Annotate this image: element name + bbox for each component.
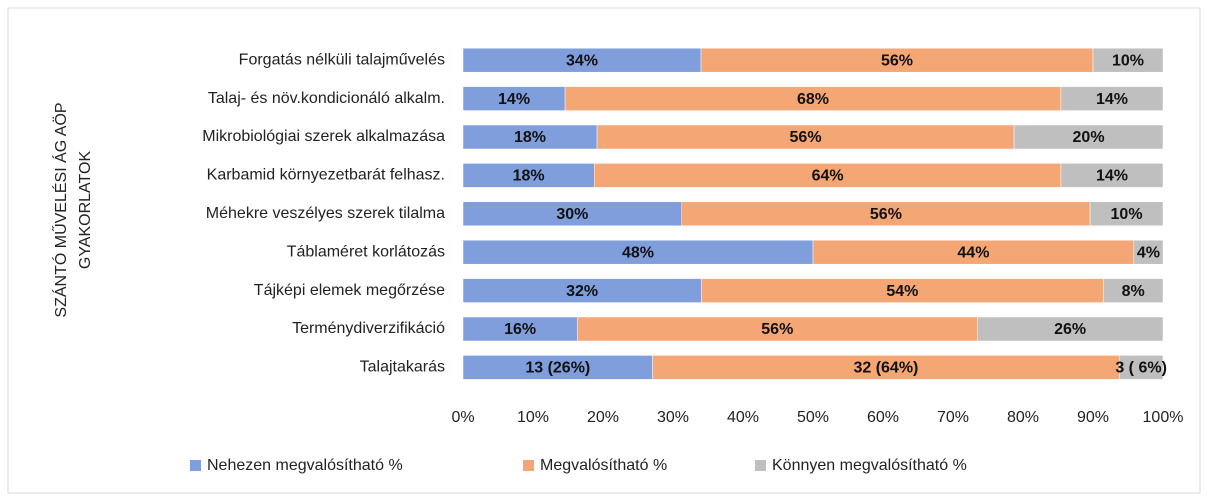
value-label: 8% bbox=[1122, 283, 1145, 300]
bar-segment bbox=[652, 355, 1120, 380]
x-tick-label: 40% bbox=[727, 409, 759, 426]
bar-segment bbox=[462, 47, 702, 73]
bar-segment bbox=[1133, 239, 1164, 265]
value-label: 34% bbox=[566, 52, 598, 69]
value-label: 16% bbox=[504, 321, 536, 338]
category-label: Méhekre veszélyes szerek tilalma bbox=[206, 205, 445, 222]
legend-swatch bbox=[523, 460, 534, 471]
legend-label: Nehezen megvalósítható % bbox=[207, 457, 403, 474]
bar-segment bbox=[1089, 201, 1164, 227]
value-label: 4% bbox=[1137, 244, 1160, 261]
y-axis-label: GYAKORLATOK bbox=[77, 151, 94, 270]
bar-segment bbox=[812, 239, 1135, 265]
legend-label: Megvalósítható % bbox=[540, 457, 667, 474]
value-label: 3 ( 6%) bbox=[1115, 360, 1167, 377]
bar-segment bbox=[596, 124, 1015, 150]
x-tick-label: 100% bbox=[1143, 409, 1184, 426]
x-tick-label: 50% bbox=[797, 409, 829, 426]
value-label: 18% bbox=[514, 129, 546, 146]
x-tick-label: 30% bbox=[657, 409, 689, 426]
value-label: 10% bbox=[1112, 52, 1144, 69]
category-label: Mikrobiológiai szerek alkalmazása bbox=[202, 128, 445, 145]
bar-segment bbox=[1119, 355, 1164, 380]
bar-segment bbox=[462, 86, 566, 111]
bar-segment bbox=[1060, 163, 1164, 188]
value-label: 30% bbox=[556, 206, 588, 223]
value-label: 32 (64%) bbox=[853, 360, 918, 377]
category-label: Talajtakarás bbox=[360, 359, 445, 376]
bar-segment bbox=[462, 278, 702, 303]
value-label: 64% bbox=[812, 168, 844, 185]
x-tick-label: 90% bbox=[1077, 409, 1109, 426]
bar-segment bbox=[594, 163, 1062, 188]
category-label: Tájképi elemek megőrzése bbox=[254, 282, 445, 299]
y-axis-label: SZÁNTÓ MŰVELÉSI ÁG AÖP bbox=[51, 102, 70, 317]
legend-swatch bbox=[190, 460, 201, 471]
bar-segment bbox=[701, 278, 1104, 303]
bar-segment bbox=[1013, 124, 1164, 150]
value-label: 18% bbox=[513, 168, 545, 185]
bar-segment bbox=[462, 316, 578, 342]
value-label: 44% bbox=[957, 244, 989, 261]
value-label: 14% bbox=[498, 91, 530, 108]
value-label: 54% bbox=[886, 283, 918, 300]
bar-segment bbox=[700, 47, 1094, 73]
value-label: 14% bbox=[1096, 91, 1128, 108]
value-label: 10% bbox=[1111, 206, 1143, 223]
value-label: 13 (26%) bbox=[525, 360, 590, 377]
x-tick-label: 0% bbox=[451, 409, 474, 426]
x-tick-label: 70% bbox=[937, 409, 969, 426]
x-tick-label: 10% bbox=[517, 409, 549, 426]
bar-segment bbox=[564, 86, 1062, 111]
bar-segment bbox=[977, 316, 1164, 342]
value-label: 14% bbox=[1096, 168, 1128, 185]
legend-swatch bbox=[755, 460, 766, 471]
category-label: Forgatás nélküli talajművelés bbox=[239, 51, 445, 68]
value-label: 56% bbox=[870, 206, 902, 223]
category-label: Terménydiverzifikáció bbox=[292, 320, 445, 337]
bar-segment bbox=[681, 201, 1091, 227]
bar-segment bbox=[1092, 47, 1164, 73]
bar-segment bbox=[462, 201, 682, 227]
legend-label: Könnyen megvalósítható % bbox=[772, 457, 967, 474]
value-label: 68% bbox=[797, 91, 829, 108]
value-label: 48% bbox=[622, 244, 654, 261]
value-label: 26% bbox=[1054, 321, 1086, 338]
bar-segment bbox=[462, 124, 598, 150]
category-label: Talaj- és növ.kondicionáló alkalm. bbox=[208, 90, 445, 107]
category-label: Karbamid környezetbarát felhasz. bbox=[207, 167, 445, 184]
value-label: 56% bbox=[881, 52, 913, 69]
x-tick-label: 60% bbox=[867, 409, 899, 426]
bar-segment bbox=[462, 239, 814, 265]
x-tick-label: 80% bbox=[1007, 409, 1039, 426]
value-label: 20% bbox=[1073, 129, 1105, 146]
value-label: 56% bbox=[790, 129, 822, 146]
x-tick-label: 20% bbox=[587, 409, 619, 426]
bar-segment bbox=[1103, 278, 1164, 303]
value-label: 56% bbox=[761, 321, 793, 338]
category-label: Táblaméret korlátozás bbox=[287, 243, 445, 260]
bar-segment bbox=[1060, 86, 1164, 111]
value-label: 32% bbox=[566, 283, 598, 300]
